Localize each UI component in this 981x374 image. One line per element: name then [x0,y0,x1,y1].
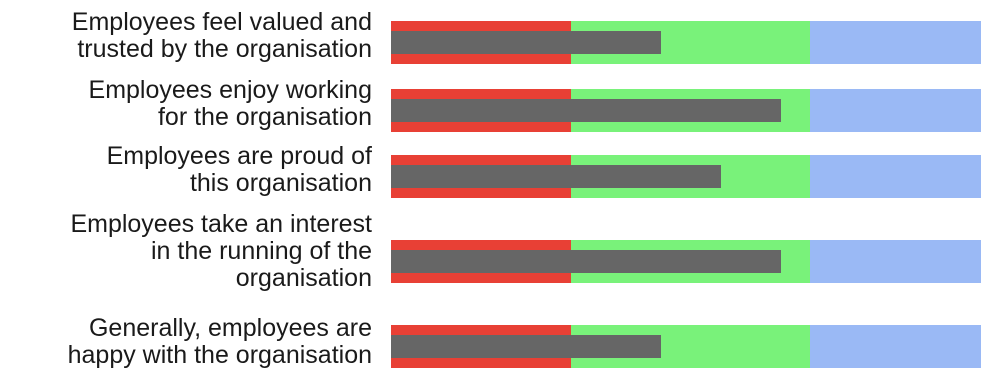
category-label-line: trusted by the organisation [77,35,372,63]
category-label-line: Employees enjoy working [88,76,372,104]
category-label: Employees take an interest in the running… [0,211,372,292]
category-label-line: this organisation [189,169,372,197]
range-band-good [809,89,981,132]
category-label: Employees enjoy working for the organisat… [0,77,372,131]
category-label: Employees are proud of this organisation [0,143,372,197]
range-band-good [809,325,981,368]
range-band-good [809,155,981,198]
category-label-line: for the organisation [157,103,372,131]
bullet-track [391,21,981,64]
category-label-line: organisation [235,264,372,292]
bullet-track [391,89,981,132]
category-label-line: Employees are proud of [106,142,372,170]
category-label-line: happy with the organisation [67,341,372,369]
range-band-good [809,240,981,283]
value-bar [391,165,721,188]
category-label-line: Employees feel valued and [71,8,372,36]
value-bar [391,31,662,54]
range-band-good [809,21,981,64]
category-label-line: in the running of the [151,237,372,265]
category-label: Employees feel valued and trusted by the … [0,9,372,63]
bullet-track [391,325,981,368]
value-bar [391,250,781,273]
value-bar [391,99,781,122]
category-label-line: Generally, employees are [88,314,372,342]
category-label: Generally, employees are happy with the o… [0,315,372,369]
value-bar [391,335,662,358]
bullet-track [391,240,981,283]
bullet-track [391,155,981,198]
category-label-line: Employees take an interest [70,210,372,238]
